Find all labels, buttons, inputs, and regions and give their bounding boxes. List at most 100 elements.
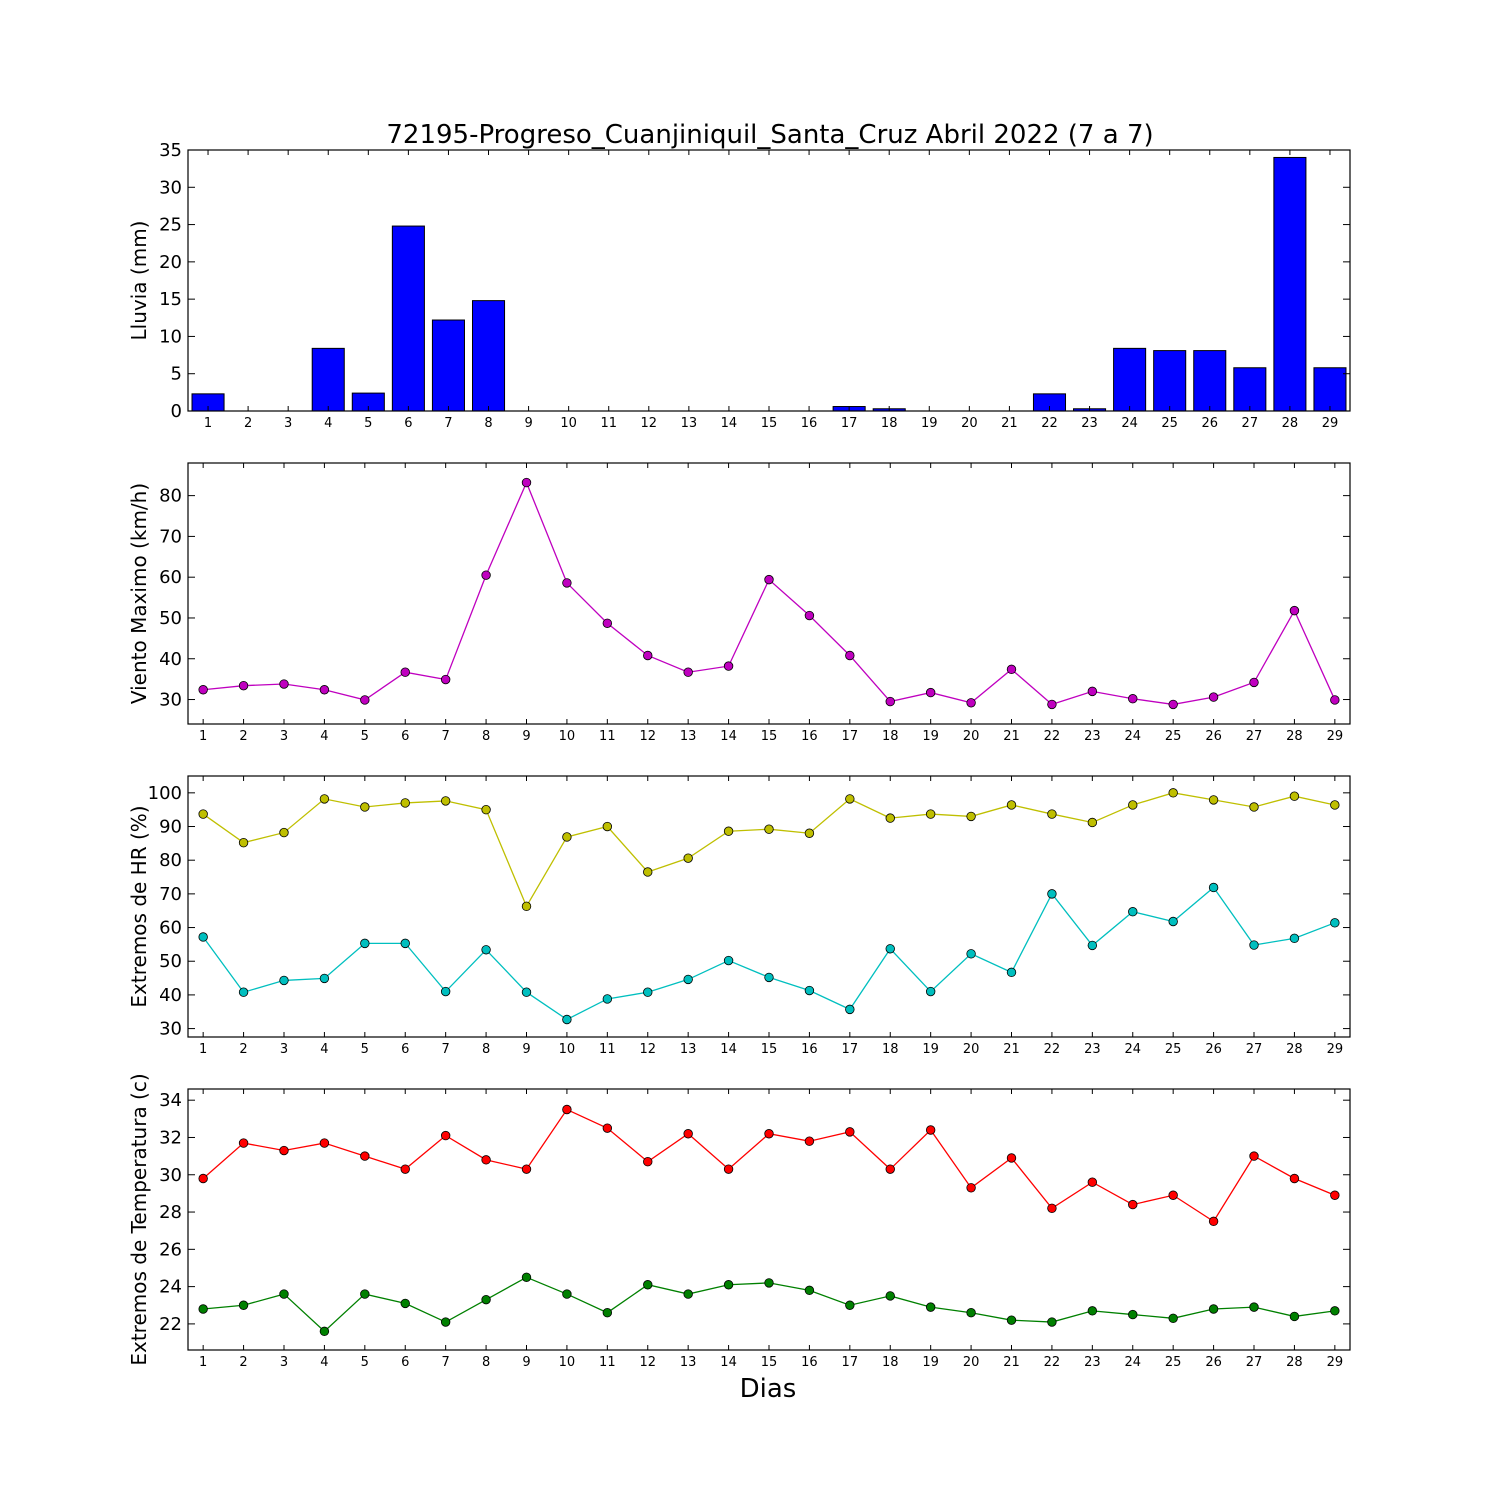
point-series-2-day-26 <box>1208 1304 1219 1314</box>
x-tick-label: 22 <box>1044 1355 1061 1370</box>
point-series-2-day-22 <box>1047 889 1057 899</box>
bar-day-29 <box>1313 367 1347 412</box>
point-series-2-day-10 <box>562 1014 572 1025</box>
point-series-2-day-25 <box>1168 1313 1178 1324</box>
point-series-2-day-12 <box>643 1280 653 1290</box>
x-tick-label: 21 <box>1001 416 1018 431</box>
y-tick-label: 26 <box>159 1239 182 1260</box>
point-series-2-day-26 <box>1208 882 1219 893</box>
x-tick-label: 10 <box>559 1042 576 1057</box>
y-axis-label: Viento Maximo (km/h) <box>127 483 151 704</box>
x-tick-label: 10 <box>559 1355 576 1370</box>
y-tick-label: 60 <box>159 567 182 588</box>
point-series-1-day-21 <box>1006 800 1017 810</box>
x-tick-label: 17 <box>842 729 859 744</box>
x-tick-label: 28 <box>1286 1355 1303 1370</box>
point-series-1-day-16 <box>804 610 815 621</box>
x-tick-label: 6 <box>401 1042 409 1057</box>
point-series-1-day-8 <box>481 804 491 815</box>
x-tick-label: 26 <box>1205 1355 1222 1370</box>
point-series-1-day-22 <box>1047 699 1057 710</box>
point-series-1-day-7 <box>440 796 451 806</box>
x-tick-label: 21 <box>1003 729 1020 744</box>
point-series-1-day-22 <box>1047 809 1057 819</box>
point-series-1-day-29 <box>1330 800 1340 810</box>
point-series-2-day-29 <box>1330 918 1340 928</box>
point-series-1-day-17 <box>845 650 855 661</box>
point-series-2-day-17 <box>845 1300 855 1310</box>
point-series-1-day-29 <box>1330 1190 1340 1200</box>
x-tick-label: 17 <box>842 1042 859 1057</box>
x-tick-label: 15 <box>761 1042 778 1057</box>
point-series-1-day-27 <box>1249 1151 1259 1161</box>
point-series-1-day-5 <box>360 695 370 705</box>
x-tick-label: 19 <box>922 1355 939 1370</box>
x-tick-label: 2 <box>239 1355 247 1370</box>
x-tick-label: 10 <box>560 416 577 431</box>
x-tick-label: 4 <box>320 1042 328 1057</box>
y-tick-label: 40 <box>159 649 182 670</box>
x-tick-label: 12 <box>639 1355 656 1370</box>
point-series-1-day-20 <box>966 811 976 822</box>
y-tick-label: 28 <box>159 1202 182 1223</box>
x-tick-label: 26 <box>1201 416 1218 431</box>
x-tick-label: 22 <box>1041 416 1058 431</box>
point-series-2-day-3 <box>279 1289 289 1299</box>
point-series-2-day-19 <box>925 986 936 997</box>
point-series-1-day-14 <box>723 1164 734 1174</box>
point-series-2-day-24 <box>1128 1309 1138 1320</box>
point-series-1-day-15 <box>764 1129 774 1139</box>
x-tick-label: 20 <box>963 729 980 744</box>
point-series-2-day-1 <box>198 932 208 942</box>
x-tick-label: 24 <box>1124 1042 1141 1057</box>
x-tick-label: 27 <box>1246 1042 1263 1057</box>
point-series-2-day-20 <box>966 949 976 959</box>
x-tick-label: 29 <box>1322 416 1339 431</box>
point-series-2-day-27 <box>1249 940 1259 950</box>
point-series-1-day-23 <box>1087 1177 1098 1187</box>
point-series-1-day-18 <box>885 813 895 823</box>
point-series-1-day-6 <box>400 798 410 808</box>
point-series-1-day-6 <box>400 1164 410 1174</box>
point-series-1-day-2 <box>238 680 249 691</box>
x-tick-label: 26 <box>1205 1042 1222 1057</box>
point-series-2-day-20 <box>966 1308 976 1318</box>
x-tick-label: 4 <box>324 416 332 431</box>
point-series-2-day-6 <box>400 1298 410 1309</box>
point-series-1-day-20 <box>966 698 976 708</box>
y-tick-label: 22 <box>159 1314 182 1335</box>
point-series-1-day-17 <box>845 1127 855 1137</box>
point-series-2-day-22 <box>1047 1317 1057 1327</box>
point-series-1-day-27 <box>1249 677 1259 688</box>
point-series-1-day-8 <box>481 1155 491 1165</box>
point-series-1-day-21 <box>1006 1153 1017 1163</box>
y-tick-label: 24 <box>159 1277 182 1298</box>
x-tick-label: 27 <box>1246 1355 1263 1370</box>
x-tick-label: 16 <box>801 1042 818 1057</box>
point-series-1-day-18 <box>885 1164 895 1174</box>
x-tick-label: 2 <box>239 729 247 744</box>
point-series-1-day-14 <box>723 826 734 836</box>
point-series-1-day-13 <box>683 667 693 677</box>
point-series-2-day-28 <box>1289 933 1300 944</box>
point-series-2-day-21 <box>1006 967 1017 978</box>
x-tick-label: 13 <box>680 1042 697 1057</box>
x-tick-label: 12 <box>639 1042 656 1057</box>
bar-day-25 <box>1153 350 1187 412</box>
point-series-1-day-26 <box>1208 692 1219 702</box>
x-tick-label: 21 <box>1003 1355 1020 1370</box>
x-tick-label: 11 <box>599 729 616 744</box>
point-series-2-day-19 <box>925 1302 936 1312</box>
point-series-1-day-19 <box>925 809 936 819</box>
point-series-1-day-11 <box>602 821 613 832</box>
point-series-1-day-19 <box>925 687 936 698</box>
point-series-1-day-25 <box>1168 1190 1178 1200</box>
x-tick-label: 3 <box>280 1355 288 1370</box>
point-series-1-day-8 <box>481 570 491 580</box>
point-series-1-day-10 <box>562 832 572 842</box>
x-tick-label: 7 <box>442 729 450 744</box>
x-tick-label: 24 <box>1121 416 1138 431</box>
x-tick-label: 9 <box>524 416 532 431</box>
y-tick-label: 70 <box>159 526 182 547</box>
